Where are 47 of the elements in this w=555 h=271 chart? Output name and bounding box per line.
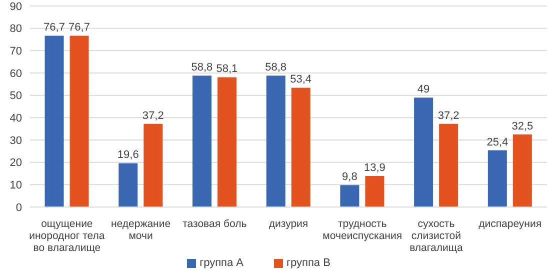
y-tick-label: 30 xyxy=(10,134,22,147)
bar xyxy=(144,124,163,207)
bar xyxy=(365,176,384,207)
data-label: 53,4 xyxy=(290,74,312,86)
x-tick-label: трудность мочеиспускания xyxy=(322,218,402,242)
data-label: 13,9 xyxy=(364,162,386,174)
data-label: 9,8 xyxy=(342,171,358,184)
bar xyxy=(414,98,434,207)
y-tick-label: 70 xyxy=(10,46,22,58)
data-label: 37,2 xyxy=(142,110,164,122)
bar xyxy=(118,163,138,207)
bar xyxy=(192,76,212,207)
bar xyxy=(70,36,89,207)
data-label: 19,6 xyxy=(117,149,139,162)
x-tick-label: диспареуния xyxy=(478,218,542,230)
y-tick-label: 60 xyxy=(10,68,22,80)
y-tick-label: 90 xyxy=(10,0,22,13)
x-tick-label: ощущение инородног тела во влагалище xyxy=(29,218,105,254)
x-tick-label: дизурия xyxy=(268,218,308,230)
x-tick-label: сухость слизистой влагалища xyxy=(410,218,463,254)
y-tick-label: 0 xyxy=(16,202,22,214)
data-label: 76,7 xyxy=(68,22,90,34)
x-tick-label: тазовая боль xyxy=(182,218,248,230)
data-label: 58,8 xyxy=(265,62,287,74)
y-tick-label: 80 xyxy=(10,23,22,36)
y-tick-label: 50 xyxy=(10,90,22,102)
data-label: 58,8 xyxy=(191,62,213,74)
bar xyxy=(512,134,532,207)
data-label: 49 xyxy=(417,84,430,96)
bar xyxy=(340,185,360,207)
y-tick-label: 20 xyxy=(10,157,22,170)
data-label: 58,1 xyxy=(216,63,238,76)
bar xyxy=(291,88,310,207)
legend-label: группа В xyxy=(286,257,330,269)
bar xyxy=(266,76,286,207)
bar xyxy=(488,150,507,207)
data-label: 32,5 xyxy=(512,120,534,132)
y-tick-label: 10 xyxy=(10,180,22,192)
bar xyxy=(44,36,64,207)
data-label: 37,2 xyxy=(438,110,460,122)
y-tick-label: 40 xyxy=(10,112,22,125)
data-label: 25,4 xyxy=(486,136,508,148)
x-tick-label: недержание мочи xyxy=(110,218,171,242)
bar xyxy=(217,77,236,207)
legend-label: группа А xyxy=(200,257,244,269)
bar xyxy=(439,124,458,207)
data-label: 76,7 xyxy=(44,22,65,34)
